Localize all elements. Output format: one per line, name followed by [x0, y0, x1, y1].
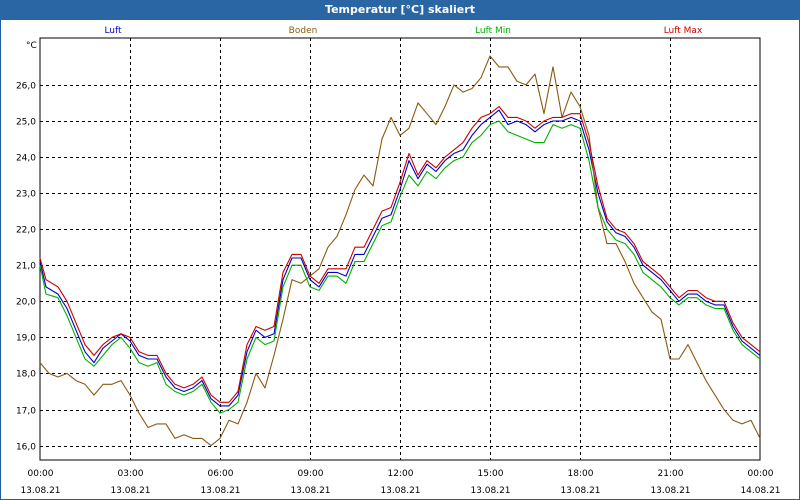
- x-tick-date: 13.08.21: [560, 486, 600, 496]
- y-tick-label: 26,0: [16, 82, 36, 92]
- x-tick-date: 13.08.21: [650, 486, 690, 496]
- plot-frame: [39, 37, 761, 461]
- x-tick-time: 12:00: [388, 469, 414, 479]
- series-line-luft: [39, 109, 761, 407]
- y-tick-label: 24,0: [16, 154, 36, 164]
- x-tick-time: 00:00: [748, 469, 774, 479]
- y-tick-label: 18,0: [16, 370, 36, 380]
- y-tick-label: 23,0: [16, 190, 36, 200]
- series-line-luft-min: [39, 120, 761, 414]
- x-tick-date: 13.08.21: [380, 486, 420, 496]
- y-tick-label: 25,0: [16, 118, 36, 128]
- grid-layer: [40, 38, 760, 460]
- y-tick-label: 17,0: [16, 407, 36, 417]
- legend-entry-luft-max: Luft Max: [664, 26, 703, 36]
- legend-entry-luft: Luft: [104, 26, 122, 36]
- x-tick-time: 06:00: [208, 469, 234, 479]
- chart-title: Temperatur [°C] skaliert: [0, 0, 800, 20]
- y-tick-label: 20,0: [16, 298, 36, 308]
- y-tick-label: 16,0: [16, 443, 36, 453]
- x-tick-date: 13.08.21: [470, 486, 510, 496]
- y-tick-label: 22,0: [16, 226, 36, 236]
- x-tick-date: 13.08.21: [20, 486, 60, 496]
- y-axis-unit: °C: [26, 41, 37, 51]
- x-tick-time: 21:00: [658, 469, 684, 479]
- x-tick-time: 09:00: [298, 469, 324, 479]
- x-tick-time: 15:00: [478, 469, 504, 479]
- series-line-boden: [39, 55, 761, 447]
- y-tick-label: 19,0: [16, 334, 36, 344]
- x-tick-date: 13.08.21: [200, 486, 240, 496]
- x-tick-time: 03:00: [118, 469, 144, 479]
- x-tick-date: 13.08.21: [290, 486, 330, 496]
- axis-layer: 16,0 17,0 18,0 19,0 20,0 21,0 22,0 23,0 24,0 25,0…: [16, 37, 781, 496]
- legend-layer: Luft Boden Luft Min Luft Max: [104, 26, 703, 36]
- legend-entry-luft-min: Luft Min: [475, 26, 511, 36]
- x-tick-date: 14.08.21: [740, 486, 780, 496]
- x-tick-time: 18:00: [568, 469, 594, 479]
- y-tick-label: 21,0: [16, 262, 36, 272]
- x-tick-date: 13.08.21: [110, 486, 150, 496]
- x-tick-time: 00:00: [28, 469, 54, 479]
- series-line-luft-max: [39, 105, 761, 403]
- series-layer: [39, 55, 761, 447]
- legend-entry-boden: Boden: [289, 26, 318, 36]
